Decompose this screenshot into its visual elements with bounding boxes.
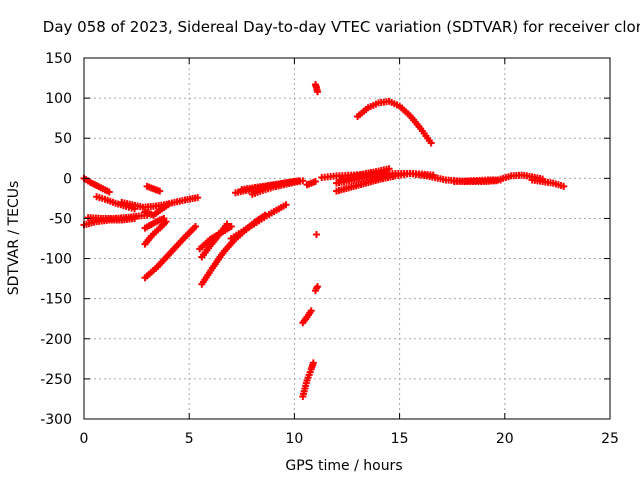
series-arc-early-b <box>93 193 138 213</box>
series-arc-3h-rise <box>141 222 200 282</box>
axis-ticks: 0 5 10 15 20 25 -300 -250 -200 -150 -100 -50 0 50 100 1… <box>40 51 619 447</box>
data-point <box>164 201 172 209</box>
data-point <box>314 283 322 291</box>
series-arc-5h-c <box>198 220 231 261</box>
y-tick-label: -50 <box>49 211 72 227</box>
data-point <box>156 187 164 195</box>
data-series <box>80 80 568 401</box>
data-point <box>309 359 317 367</box>
series-arc-10h-spike-a <box>299 359 317 401</box>
series-arc-11h-dot <box>312 230 320 238</box>
data-point <box>223 220 231 228</box>
x-tick-label: 20 <box>496 431 514 447</box>
series-arc-11h <box>311 283 322 295</box>
data-point <box>227 222 235 230</box>
data-point <box>427 139 435 147</box>
series-arc-3h-low <box>141 218 170 248</box>
data-point <box>385 165 393 173</box>
data-point <box>560 182 568 190</box>
series-arc-7h-c <box>248 177 307 198</box>
y-tick-label: 100 <box>45 91 72 107</box>
chart-title: Day 058 of 2023, Sidereal Day-to-day VTE… <box>43 18 640 36</box>
y-tick-label: 150 <box>45 51 72 67</box>
x-tick-label: 15 <box>391 431 409 447</box>
series-arc-3h-mid <box>141 201 172 219</box>
data-point <box>105 188 113 196</box>
grid-lines <box>84 58 610 419</box>
series-arc-12h-a <box>332 170 414 195</box>
series-arc-2h <box>118 194 202 211</box>
data-point <box>311 178 319 186</box>
data-point <box>312 230 320 238</box>
x-tick-label: 25 <box>601 431 619 447</box>
data-point <box>282 201 290 209</box>
data-point <box>299 177 307 185</box>
series-arc-13h <box>337 165 393 184</box>
plot-frame <box>83 57 611 420</box>
y-tick-label: -150 <box>40 292 72 308</box>
y-tick-label: -300 <box>40 412 72 428</box>
series-arc-13h-peak <box>354 97 435 147</box>
x-tick-label: 0 <box>80 431 89 447</box>
data-point <box>160 214 168 222</box>
x-axis-label: GPS time / hours <box>285 458 402 474</box>
y-tick-label: -250 <box>40 372 72 388</box>
y-axis-label: SDTVAR / TECUs <box>6 181 22 296</box>
series-arc-18h <box>450 176 505 186</box>
series-arc-6h <box>227 201 290 242</box>
data-point <box>307 307 315 315</box>
y-tick-label: 50 <box>54 131 72 147</box>
data-point <box>194 194 202 202</box>
y-tick-label: 0 <box>63 171 72 187</box>
series-arc-3h-top <box>143 182 164 195</box>
series-arc-10h <box>303 178 319 189</box>
series-arc-11h-top <box>311 80 322 96</box>
series-arc-21h <box>528 176 568 190</box>
series-arc-3h-cross <box>141 214 168 232</box>
x-tick-label: 5 <box>185 431 194 447</box>
y-tick-label: -100 <box>40 252 72 268</box>
series-arc-10h-spike-b <box>299 307 315 327</box>
data-point <box>192 222 200 230</box>
y-tick-label: -200 <box>40 332 72 348</box>
data-point <box>314 88 322 96</box>
x-tick-label: 10 <box>285 431 303 447</box>
